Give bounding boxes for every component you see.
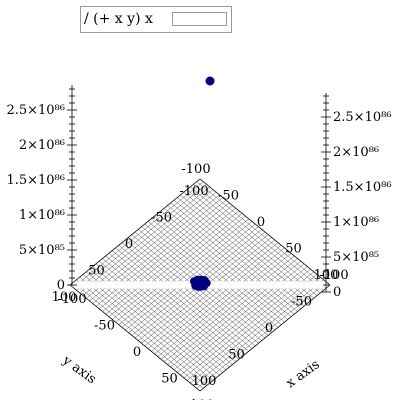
z-tick-label-right: 2.5×10⁸⁶ bbox=[333, 110, 392, 125]
surface-gridline bbox=[170, 260, 301, 368]
y-back-tick-label: -50 bbox=[291, 295, 312, 310]
x-back-tick-label: 50 bbox=[285, 242, 302, 257]
surface-gridline bbox=[128, 237, 259, 344]
x-axis-title: x axis bbox=[284, 357, 323, 391]
surface-gridline bbox=[99, 260, 230, 368]
y-tick-label: -100 bbox=[179, 184, 208, 199]
surface-gridline bbox=[86, 271, 217, 378]
surface-gridline bbox=[108, 253, 240, 360]
x-tick-label: -100 bbox=[57, 292, 86, 307]
y-tick-label: 0 bbox=[125, 237, 133, 252]
z-tick-label-left: 5×10⁸⁵ bbox=[19, 243, 65, 258]
x-back-tick-label: -100 bbox=[181, 162, 210, 177]
surface-gridline bbox=[157, 250, 288, 357]
surface-gridline bbox=[95, 263, 227, 370]
y-tick-label: -50 bbox=[151, 211, 172, 226]
surface-gridline bbox=[193, 279, 324, 386]
z-tick-label-right: 5×10⁸⁵ bbox=[333, 250, 379, 265]
tick-labels: 0 0 5×10⁸⁵ 5×10⁸⁵ 1×10⁸⁶ 1×10⁸⁶ 1.5×10⁸⁶ 1.5×10… bbox=[6, 103, 391, 400]
y-tick-label: 100 bbox=[52, 290, 77, 305]
z-tick-label-left: 2.5×10⁸⁶ bbox=[6, 103, 65, 118]
surface-gridline bbox=[118, 245, 249, 352]
z-tick-label-left: 1×10⁸⁶ bbox=[19, 208, 65, 223]
surface-gridline bbox=[173, 263, 305, 370]
y-back-tick-label: -100 bbox=[319, 268, 348, 283]
x-tick-label: 50 bbox=[161, 372, 178, 387]
surface-gridline bbox=[151, 245, 282, 352]
surface-gridline bbox=[147, 242, 279, 349]
surface-gridline bbox=[186, 274, 318, 381]
legend-swatch bbox=[172, 12, 227, 26]
y-tick-label: 50 bbox=[88, 264, 105, 279]
y-axis-line bbox=[69, 178, 201, 286]
z-tick-label-left: 2×10⁸⁶ bbox=[19, 138, 65, 153]
surface-gridline bbox=[102, 258, 233, 365]
axes bbox=[67, 85, 331, 392]
x-back-tick-label: -50 bbox=[218, 189, 239, 204]
x-axis-line bbox=[69, 284, 201, 392]
surface-gridline bbox=[76, 279, 207, 386]
surface-gridline bbox=[164, 255, 295, 363]
surface-gridline bbox=[167, 258, 298, 365]
surface-gridline bbox=[190, 276, 321, 384]
x-tick-label: 100 bbox=[190, 398, 215, 400]
y-axis-title: y axis bbox=[59, 353, 99, 388]
y-back-tick-label: 0 bbox=[265, 321, 273, 336]
z-tick-label-left: 1.5×10⁸⁶ bbox=[6, 173, 65, 188]
y-axis-back-line bbox=[199, 284, 331, 392]
surface-gridline bbox=[82, 274, 214, 381]
z-tick-label-right: 2×10⁸⁶ bbox=[333, 145, 379, 160]
x-axis-back-line bbox=[199, 178, 331, 286]
surface-grid bbox=[69, 178, 331, 392]
outlier-point bbox=[205, 76, 215, 86]
surface-gridline bbox=[115, 247, 246, 355]
x-tick-label: -50 bbox=[94, 319, 115, 334]
surface-gridline bbox=[79, 276, 210, 384]
x-back-tick-label: 0 bbox=[257, 215, 265, 230]
legend-label: / (+ x y) x bbox=[84, 11, 153, 27]
surface-gridline bbox=[144, 239, 275, 347]
surface-gridline bbox=[196, 282, 327, 389]
surface-gridline bbox=[73, 282, 204, 389]
surface-gridline bbox=[154, 247, 285, 355]
y-back-tick-label: 50 bbox=[228, 348, 245, 363]
z-tick-label-left: 0 bbox=[57, 278, 65, 293]
x-tick-label: 0 bbox=[133, 345, 141, 360]
data-point bbox=[198, 278, 207, 288]
surface-gridline bbox=[105, 255, 236, 363]
points bbox=[189, 76, 215, 291]
surface-gridline bbox=[125, 239, 256, 347]
surface-gridline bbox=[121, 242, 253, 349]
surface-gridline bbox=[160, 253, 292, 360]
surface-gridline bbox=[141, 237, 272, 344]
z-tick-label-right: 1×10⁸⁶ bbox=[333, 215, 379, 230]
y-back-tick-label: 100 bbox=[192, 374, 217, 389]
x-back-tick-label: 100 bbox=[314, 268, 339, 283]
z-tick-label-right: 0 bbox=[333, 285, 341, 300]
surface-gridline bbox=[183, 271, 314, 378]
z-tick-label-right: 1.5×10⁸⁶ bbox=[333, 180, 392, 195]
surface-gridline bbox=[112, 250, 243, 357]
